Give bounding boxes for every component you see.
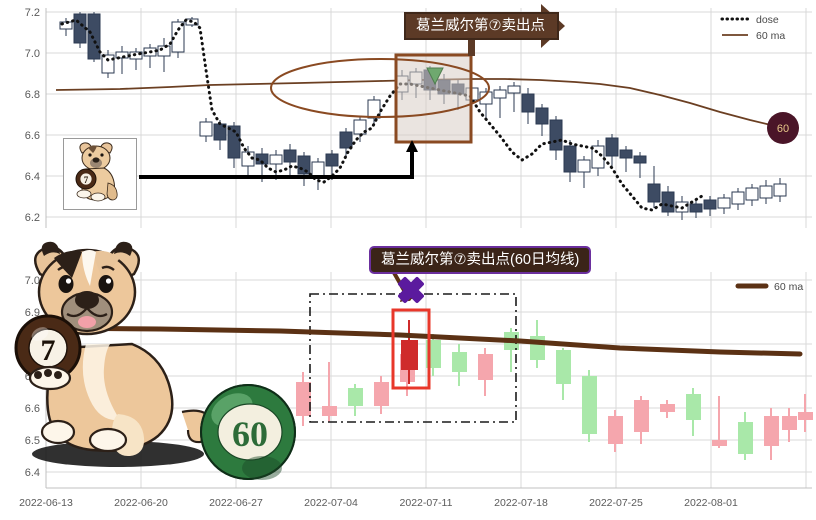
- top-sell-triangle-icon: [426, 67, 444, 86]
- bottom-chart-panel: 7.0 6.9 6.8 6.7 6.6 6.5 6.4: [0, 236, 816, 520]
- top-sell-ellipse: [270, 58, 490, 118]
- top-dose-line: [60, 18, 704, 212]
- candle: [101, 50, 115, 78]
- top-legend-ma-label: 60 ma: [756, 30, 785, 42]
- candle: [452, 344, 467, 386]
- xtick-2: 2022-06-27: [209, 497, 263, 509]
- candle: [549, 116, 563, 160]
- candle: [507, 82, 521, 112]
- dog-inset-ball-label: 7: [84, 175, 89, 185]
- candle: [339, 128, 353, 156]
- top-legend: dose 60 ma: [720, 14, 785, 42]
- candle: [759, 180, 773, 204]
- candle: [605, 134, 619, 166]
- bottom-ytick-1: 6.9: [25, 307, 40, 319]
- candle: [731, 188, 745, 210]
- top-connector-arrowhead-icon: [406, 140, 418, 152]
- bottom-ma-line: [45, 325, 803, 357]
- bottom-legend-ma-label: 60 ma: [774, 281, 803, 293]
- top-banner-label: 葛兰威尔第⑦卖出点: [416, 17, 545, 34]
- top-ytick-0: 7.2: [25, 7, 40, 19]
- candle: [764, 408, 779, 460]
- candle: [322, 362, 337, 422]
- candle: [157, 38, 171, 72]
- candle: [582, 370, 597, 442]
- top-ytick-1: 7.0: [25, 48, 40, 60]
- dog-inset-box: 7: [63, 138, 137, 210]
- candle: [325, 150, 339, 180]
- candle: [577, 156, 591, 188]
- top-legend-dose-label: dose: [756, 14, 779, 26]
- xtick-7: 2022-08-01: [684, 497, 738, 509]
- bottom-sell-zone-rect: [391, 308, 431, 390]
- x-axis-labels: 2022-06-13 2022-06-20 2022-06-27 2022-07…: [19, 497, 738, 509]
- candle: [738, 412, 753, 460]
- top-banner[interactable]: 葛兰威尔第⑦卖出点: [404, 12, 559, 40]
- top-inset-connector: [139, 148, 414, 179]
- candle: [782, 408, 797, 442]
- bottom-legend: 60 ma: [735, 281, 803, 293]
- candle: [798, 394, 813, 432]
- bottom-banner[interactable]: 葛兰威尔第⑦卖出点(60日均线): [369, 246, 592, 274]
- candle: [283, 144, 297, 176]
- top-ytick-4: 6.4: [25, 171, 40, 183]
- candle: [608, 410, 623, 452]
- candle: [703, 196, 717, 216]
- top-ma-line: [55, 78, 776, 127]
- candle: [745, 184, 759, 206]
- candle: [773, 178, 787, 202]
- bottom-ytick-0: 7.0: [25, 275, 40, 287]
- candle: [478, 348, 493, 396]
- candle: [686, 388, 701, 436]
- candle: [296, 372, 311, 426]
- candle: [619, 146, 633, 172]
- xtick-0: 2022-06-13: [19, 497, 73, 509]
- candle: [493, 86, 507, 118]
- top-ma-badge: 60: [767, 112, 799, 144]
- candle: [563, 140, 577, 182]
- candle: [712, 396, 727, 448]
- xtick-4: 2022-07-11: [400, 497, 453, 509]
- bottom-ytick-6: 6.4: [25, 467, 40, 479]
- candle-sell: [401, 320, 418, 384]
- top-ma-badge-label: 60: [777, 123, 789, 135]
- ball-seven-label: 7: [41, 334, 56, 367]
- candle: [171, 19, 185, 58]
- candle: [348, 384, 363, 416]
- xtick-3: 2022-07-04: [304, 497, 358, 509]
- top-y-axis-labels: 7.2 7.0 6.8 6.6 6.4 6.2: [25, 7, 40, 224]
- dog-illustration: 7 60: [14, 241, 296, 480]
- candle: [660, 400, 675, 418]
- bottom-chart-svg: 7.0 6.9 6.8 6.7 6.6 6.5 6.4: [0, 236, 816, 520]
- candle: [521, 88, 535, 124]
- candle: [241, 146, 255, 178]
- ball-sixty-label: 60: [232, 414, 268, 454]
- candle: [633, 152, 647, 178]
- candle: [647, 166, 661, 208]
- xtick-5: 2022-07-18: [494, 497, 548, 509]
- candle: [717, 194, 731, 214]
- bottom-candles: [296, 320, 813, 460]
- xtick-6: 2022-07-25: [589, 497, 643, 509]
- candle: [311, 158, 325, 190]
- candle: [73, 12, 87, 48]
- candle: [199, 118, 213, 142]
- candle: [367, 96, 381, 126]
- candle: [556, 348, 571, 400]
- top-ytick-2: 6.8: [25, 89, 40, 101]
- bottom-ytick-5: 6.5: [25, 435, 40, 447]
- bottom-sell-cross-icon: [398, 277, 424, 303]
- top-ytick-3: 6.6: [25, 130, 40, 142]
- candle: [689, 198, 703, 218]
- bottom-ytick-4: 6.6: [25, 403, 40, 415]
- bottom-banner-label: 葛兰威尔第⑦卖出点(60日均线): [381, 251, 580, 268]
- candle: [374, 376, 389, 414]
- xtick-1: 2022-06-20: [114, 497, 168, 509]
- top-ytick-5: 6.2: [25, 212, 40, 224]
- top-banner-stem: [468, 40, 475, 56]
- dog-inset-icon: 7: [64, 139, 136, 209]
- candle: [535, 104, 549, 136]
- candle: [634, 396, 649, 444]
